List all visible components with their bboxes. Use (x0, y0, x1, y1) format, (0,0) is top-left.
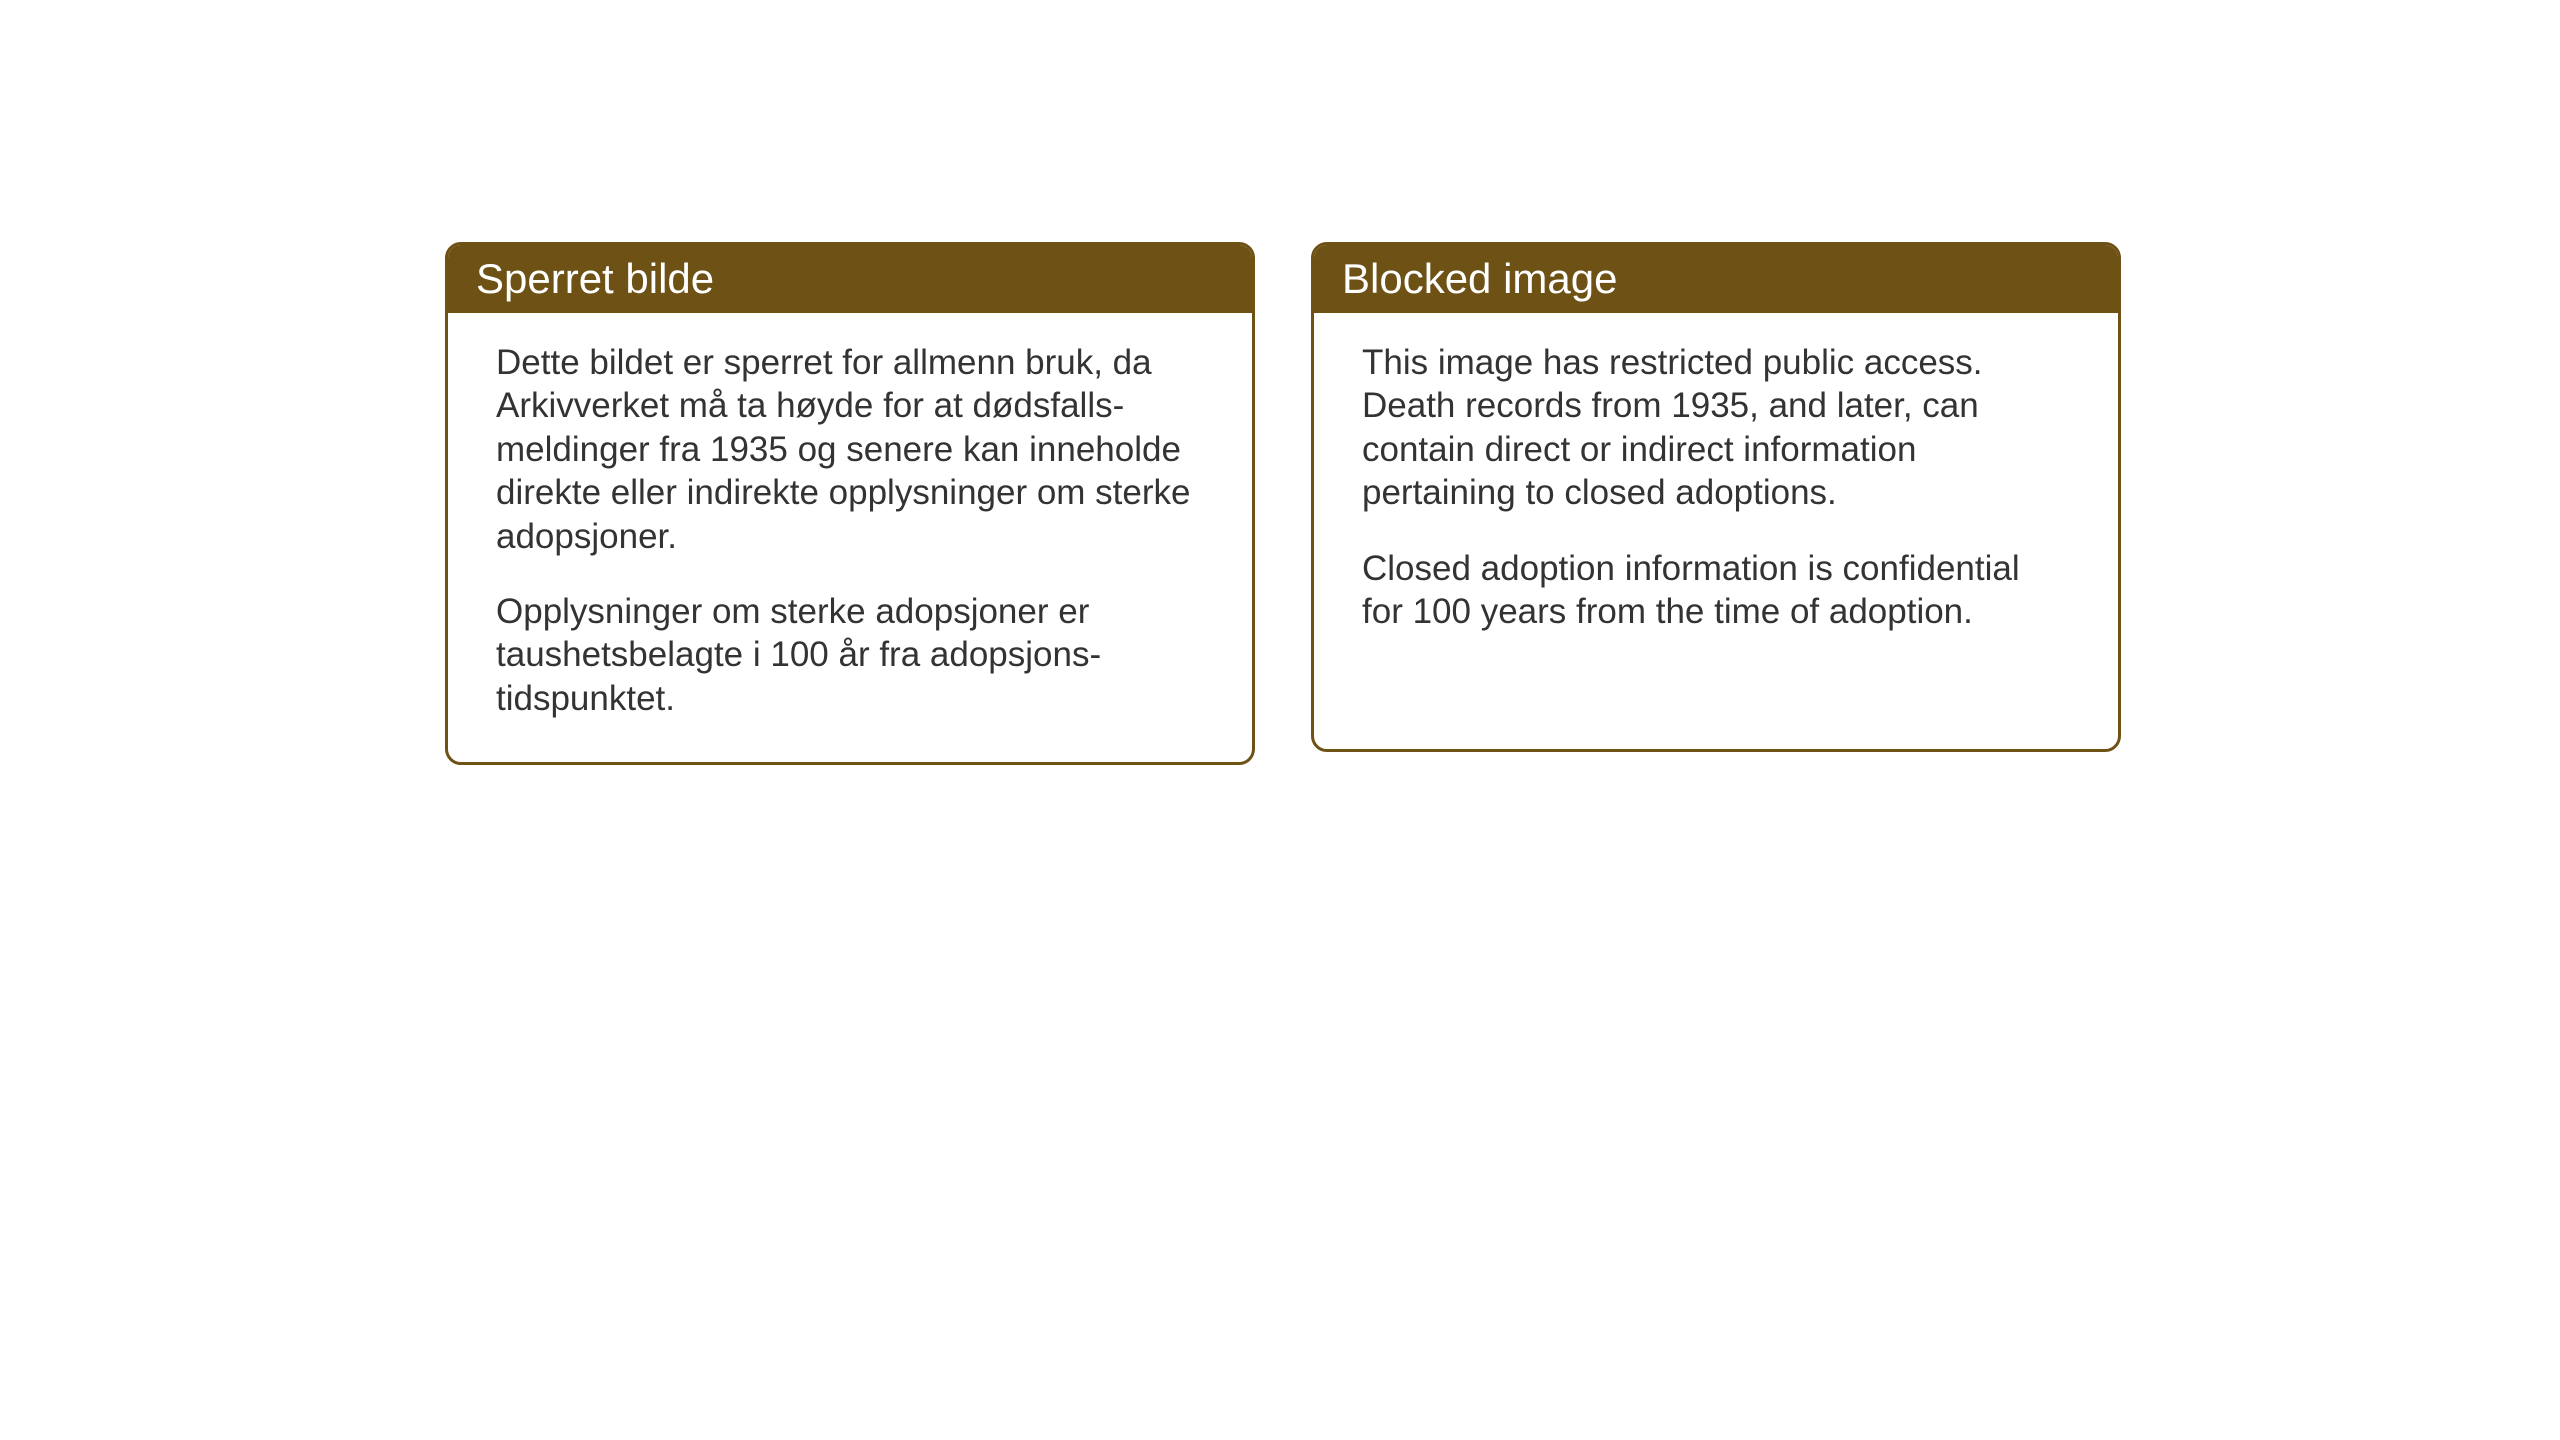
card-paragraph-english-2: Closed adoption information is confident… (1362, 547, 2070, 634)
card-paragraph-norwegian-1: Dette bildet er sperret for allmenn bruk… (496, 341, 1204, 558)
card-body-english: This image has restricted public access.… (1314, 313, 2118, 675)
card-title-norwegian: Sperret bilde (476, 255, 714, 302)
notice-card-english: Blocked image This image has restricted … (1311, 242, 2121, 752)
card-paragraph-english-1: This image has restricted public access.… (1362, 341, 2070, 515)
card-header-english: Blocked image (1314, 245, 2118, 313)
notice-container: Sperret bilde Dette bildet er sperret fo… (445, 242, 2121, 765)
card-paragraph-norwegian-2: Opplysninger om sterke adopsjoner er tau… (496, 590, 1204, 720)
notice-card-norwegian: Sperret bilde Dette bildet er sperret fo… (445, 242, 1255, 765)
card-title-english: Blocked image (1342, 255, 1617, 302)
card-body-norwegian: Dette bildet er sperret for allmenn bruk… (448, 313, 1252, 762)
card-header-norwegian: Sperret bilde (448, 245, 1252, 313)
